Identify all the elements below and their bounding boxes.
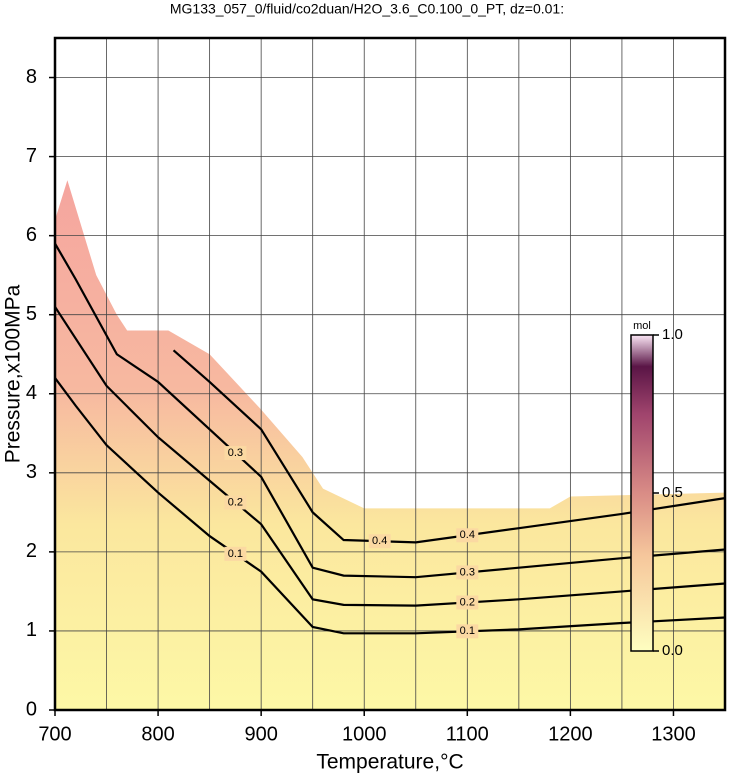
chart-title: MG133_057_0/fluid/co2duan/H2O_3.6_C0.100… xyxy=(170,1,564,17)
x-tick-label: 800 xyxy=(141,723,174,745)
contour-label: 0.2 xyxy=(460,596,475,608)
contour-label-bg xyxy=(456,624,479,639)
y-tick-label: 6 xyxy=(26,224,37,246)
contour-label: 0.4 xyxy=(372,535,387,547)
contour-line xyxy=(54,306,726,607)
contour-label: 0.3 xyxy=(228,447,243,459)
x-tick-label: 1200 xyxy=(548,723,593,745)
y-tick-label: 3 xyxy=(26,461,37,483)
contour-line xyxy=(54,243,726,579)
y-tick-label: 7 xyxy=(26,145,37,167)
plot-frame xyxy=(53,36,727,712)
contour-label: 0.1 xyxy=(228,548,243,560)
contour-label-bg xyxy=(224,446,247,461)
contour-label-bg xyxy=(456,528,479,543)
x-tick-label: 900 xyxy=(244,723,277,745)
contour-label: 0.3 xyxy=(460,566,475,578)
y-tick-label: 5 xyxy=(26,303,37,325)
contour-label-bg xyxy=(368,534,391,549)
y-tick-label: 0 xyxy=(26,698,37,720)
colorbar-tick-label: 0.5 xyxy=(662,484,683,501)
contour-label: 0.4 xyxy=(460,529,475,541)
contour-label-bg xyxy=(456,595,479,610)
contour-label: 0.2 xyxy=(228,496,243,508)
colorbar-label: mol xyxy=(633,320,651,332)
y-tick-label: 8 xyxy=(26,66,37,88)
y-tick-label: 1 xyxy=(26,619,37,641)
contour-label-bg xyxy=(224,546,247,561)
x-tick-label: 1000 xyxy=(342,723,387,745)
x-tick-label: 1300 xyxy=(651,723,696,745)
contour-line xyxy=(54,377,726,635)
y-tick-label: 2 xyxy=(26,540,37,562)
contour-line xyxy=(172,349,726,544)
stability-field xyxy=(55,180,725,710)
y-tick-label: 4 xyxy=(26,382,37,404)
x-tick-label: 700 xyxy=(38,723,71,745)
contour-label: 0.1 xyxy=(460,625,475,637)
y-axis-label: Pressure,x100MPa xyxy=(2,284,25,463)
contour-label-bg xyxy=(224,495,247,510)
colorbar xyxy=(630,334,654,652)
colorbar-tick-label: 0.0 xyxy=(662,642,683,659)
colorbar-tick-label: 1.0 xyxy=(662,326,683,343)
x-axis-label: Temperature,°C xyxy=(316,751,463,774)
x-tick-label: 1100 xyxy=(446,723,489,745)
contour-label-bg xyxy=(456,565,479,580)
